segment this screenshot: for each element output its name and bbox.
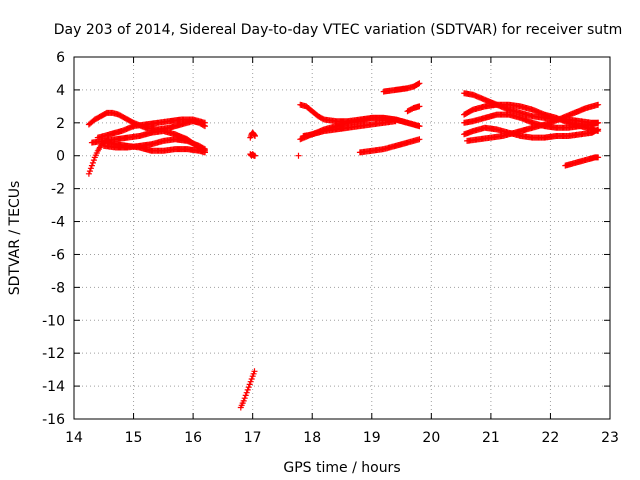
data-point [595, 126, 602, 133]
data-point [245, 384, 252, 391]
y-tick-label: -10 [42, 313, 65, 329]
data-point [241, 395, 248, 402]
data-point [89, 159, 96, 166]
data-point [251, 368, 258, 375]
data-point [295, 152, 302, 159]
x-tick-label: 19 [363, 430, 381, 446]
y-tick-label: -12 [42, 346, 65, 362]
x-tick-label: 20 [422, 430, 440, 446]
x-tick-label: 23 [601, 430, 619, 446]
x-tick-label: 17 [244, 430, 262, 446]
x-tick-label: 15 [125, 430, 143, 446]
data-point [90, 157, 97, 164]
y-tick-label: 0 [56, 149, 65, 165]
x-tick-label: 14 [65, 430, 83, 446]
y-tick-label: -8 [51, 280, 65, 296]
data-point [87, 165, 94, 172]
y-tick-label: -14 [42, 379, 65, 395]
chart-title: Day 203 of 2014, Sidereal Day-to-day VTE… [54, 22, 623, 38]
data-point [88, 162, 95, 169]
data-point [416, 123, 423, 130]
data-point [252, 152, 258, 159]
data-point [416, 136, 423, 143]
data-point [595, 119, 602, 126]
y-tick-label: -2 [51, 182, 65, 198]
data-point [202, 149, 208, 156]
data-point [246, 381, 253, 388]
axis-ticks: 14 15 16 17 18 19 20 21 22 236420-2-4-6-8-10-12-1… [42, 50, 619, 446]
y-tick-label: 6 [56, 50, 65, 66]
y-tick-label: -16 [42, 412, 65, 428]
data-point [248, 376, 255, 382]
data-point [242, 392, 249, 399]
data-point [240, 397, 247, 404]
plot-frame [73, 56, 611, 420]
y-tick-label: 4 [56, 83, 65, 99]
data-point [247, 378, 254, 385]
data-point [252, 133, 258, 139]
x-tick-label: 21 [482, 430, 500, 446]
data-point [202, 119, 208, 126]
data-point [595, 101, 602, 108]
data-point [86, 168, 93, 175]
data-points [85, 80, 602, 411]
data-point [416, 103, 423, 110]
data-point [243, 389, 250, 396]
x-tick-label: 22 [542, 430, 560, 446]
data-point [595, 154, 602, 161]
x-tick-label: 18 [303, 430, 321, 446]
x-axis-label: GPS time / hours [283, 460, 400, 476]
y-tick-label: -6 [51, 247, 65, 263]
y-tick-label: -4 [51, 215, 65, 231]
x-tick-label: 16 [184, 430, 202, 446]
y-tick-label: 2 [56, 116, 65, 132]
data-point [416, 80, 423, 87]
data-point [85, 170, 92, 177]
y-axis-label: SDTVAR / TECUs [7, 181, 23, 296]
data-point [244, 386, 251, 393]
